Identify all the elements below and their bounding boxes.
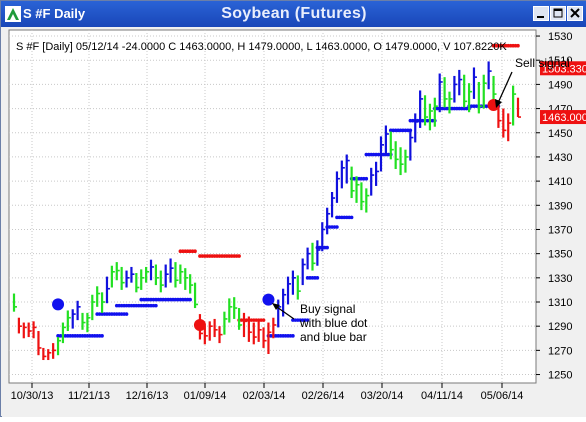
stop-dot [315,276,320,280]
minimize-button[interactable] [533,6,549,21]
sell-annotation-text: Sell signal [515,56,570,70]
price-bars [12,61,521,361]
buy-arrow-head-icon [272,303,280,310]
y-tick-label: 1450 [548,128,572,140]
x-tick-label: 01/09/14 [184,390,227,402]
x-axis: 10/30/13 11/21/13 12/16/13 01/09/14 02/03/14… [11,383,524,402]
stop-dot [364,176,369,181]
sell-signal-dot [193,318,206,331]
x-tick-label: 12/16/13 [126,390,169,402]
maximize-button[interactable] [550,6,566,21]
y-tick-label: 1410 [548,176,572,188]
stop-dot [349,215,354,220]
stop-dots [56,43,520,338]
stop-dot [335,225,339,229]
buy-annotation: Buy signal with blue dot and blue bar [272,302,368,344]
stop-dot [188,297,192,302]
close-icon [570,8,580,18]
stop-dot [305,318,310,322]
stop-dot [261,318,266,322]
price-tags: 1503.3300 1463.0000 [540,61,586,125]
close-button[interactable] [567,6,583,21]
y-tick-label: 1350 [548,249,572,261]
buy-annotation-line-2: with blue dot [299,316,368,330]
x-tick-label: 02/26/14 [302,390,345,402]
stop-dot [291,334,295,338]
price-tag [540,61,586,76]
y-tick-label: 1310 [548,297,572,309]
x-tick-label: 02/03/14 [243,390,286,402]
stop-dot [124,312,129,316]
x-tick-label: 11/21/13 [68,390,110,402]
x-tick-label: 05/06/14 [481,390,524,402]
buy-annotation-line-3: and blue bar [300,330,367,344]
y-tick-label: 1290 [548,321,572,333]
maximize-icon [553,8,563,18]
x-tick-label: 10/30/13 [11,390,54,402]
price-chart[interactable]: 1250 1270 1290 1310 1330 1350 1370 1390 1410 1430… [2,27,586,417]
x-tick-label: 03/20/14 [361,390,404,402]
y-tick-label: 1270 [548,345,572,357]
stop-dot [237,254,241,258]
y-tick-label: 1330 [548,273,572,285]
buy-signal-dot [52,298,65,311]
stop-dot [325,245,329,250]
buy-signal-dot [262,293,275,306]
y-tick-label: 1370 [548,224,572,236]
buy-annotation-line-1: Buy signal [300,302,355,316]
price-tag [540,110,586,125]
window-title: S #F Daily [23,6,86,21]
price-tag-label: 1503.3300 [542,63,586,75]
y-tick-label: 1530 [548,31,572,43]
sell-annotation: Sell signal [495,56,570,108]
chart-title: Soybean (Futures) [221,5,367,22]
y-tick-label: 1390 [548,200,572,212]
info-line: S #F [Daily] 05/12/14 -24.0000 C 1463.00… [16,41,507,53]
minimize-icon [537,16,544,18]
title-bar[interactable]: S #F Daily Soybean (Futures) [1,1,586,27]
stop-dot [193,249,197,254]
stop-dot [516,43,520,48]
sell-arrow-line [497,71,513,104]
stop-dot [100,334,104,338]
y-tick-label: 1490 [548,79,572,91]
y-tick-label: 1250 [548,370,572,382]
x-tick-label: 04/11/14 [421,390,463,402]
price-tag-label: 1463.0000 [542,112,586,124]
chart-area[interactable]: 1250 1270 1290 1310 1330 1350 1370 1390 1410 1430… [2,27,586,417]
stop-dot [154,303,158,308]
chart-app-icon [5,6,21,22]
y-tick-label: 1430 [548,152,572,164]
sell-arrow-head-icon [495,99,502,108]
